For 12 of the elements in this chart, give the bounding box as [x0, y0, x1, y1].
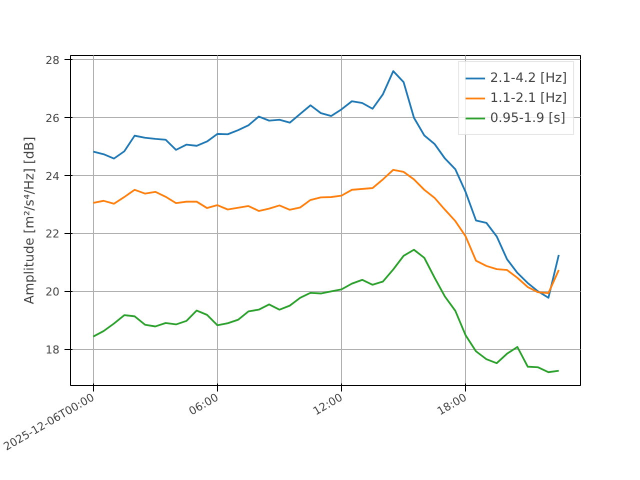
- legend-label: 0.95-1.9 [s]: [490, 110, 566, 126]
- y-tick-label: 28: [46, 54, 60, 68]
- y-tick-label: 18: [46, 344, 60, 357]
- y-tick-label: 24: [46, 170, 60, 183]
- legend-label: 2.1-4.2 [Hz]: [490, 70, 567, 86]
- line-series: [92, 248, 560, 374]
- y-tick-label: 20: [46, 286, 60, 299]
- y-axis-title: Amplitude [m²/s⁴/Hz] [dB]: [22, 136, 38, 304]
- legend-label: 1.1-2.1 [Hz]: [490, 90, 567, 106]
- line-series: [92, 168, 560, 294]
- y-tick-label: 26: [46, 112, 60, 125]
- y-tick-label: 22: [46, 228, 60, 241]
